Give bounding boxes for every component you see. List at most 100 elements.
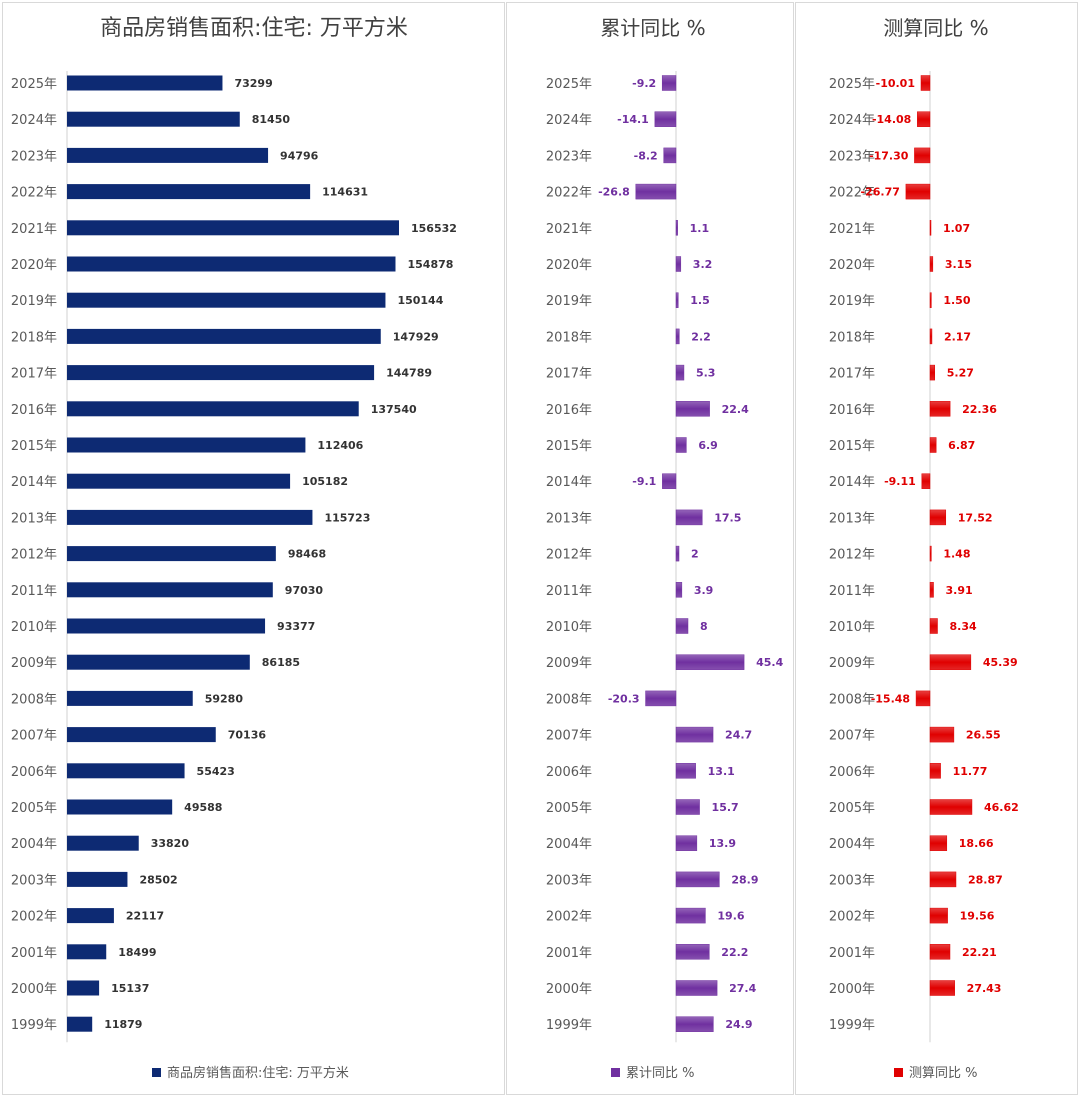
data-label: 15.7 — [712, 801, 739, 814]
category-label: 2022年 — [546, 186, 592, 201]
category-label: 2005年 — [829, 801, 875, 816]
data-label: -26.8 — [598, 186, 630, 199]
category-label: 2013年 — [829, 511, 875, 526]
data-label: -9.2 — [632, 77, 656, 90]
data-label: 1.50 — [943, 294, 970, 307]
category-label: 2006年 — [546, 765, 592, 780]
bar — [67, 1016, 93, 1032]
bar — [67, 618, 266, 634]
bar — [675, 799, 700, 815]
category-label: 2001年 — [546, 946, 592, 961]
category-label: 2021年 — [829, 222, 875, 237]
bar — [915, 690, 931, 707]
bar — [929, 980, 955, 996]
data-label: 8 — [700, 620, 708, 633]
category-label: 2020年 — [829, 258, 875, 273]
bar — [929, 509, 947, 526]
category-label: 1999年 — [11, 1018, 57, 1033]
bar — [663, 147, 677, 164]
data-label: 97030 — [285, 584, 324, 597]
data-label: 17.5 — [714, 511, 741, 524]
category-label: 2023年 — [546, 149, 592, 164]
bar — [675, 582, 683, 598]
bar — [67, 654, 250, 670]
bar — [675, 618, 689, 634]
category-label: 2002年 — [829, 910, 875, 925]
category-label: 2018年 — [546, 330, 592, 345]
category-label: 2003年 — [829, 873, 875, 888]
data-label: 24.7 — [725, 729, 752, 742]
category-label: 2005年 — [546, 801, 592, 816]
data-label: 27.43 — [967, 982, 1002, 995]
legend-label: 累计同比 % — [626, 1066, 695, 1081]
bar — [67, 871, 128, 887]
data-label: 98468 — [288, 548, 326, 561]
data-label: 2.2 — [691, 330, 711, 343]
bar — [675, 545, 680, 562]
data-label: 27.4 — [729, 982, 756, 995]
data-label: 5.3 — [696, 367, 716, 380]
category-label: 2014年 — [829, 475, 875, 490]
bar — [929, 871, 957, 888]
data-label: -10.01 — [876, 77, 915, 90]
data-label: 24.9 — [725, 1018, 752, 1031]
data-label: -8.2 — [634, 149, 658, 162]
bar — [67, 256, 396, 272]
category-label: 2024年 — [11, 113, 57, 128]
bar — [920, 75, 931, 91]
category-label: 2007年 — [11, 729, 57, 744]
category-label: 2009年 — [829, 656, 875, 671]
data-label: 18499 — [118, 946, 156, 959]
category-label: 2020年 — [11, 258, 57, 273]
bar — [67, 473, 291, 489]
category-label: 2021年 — [11, 222, 57, 237]
category-label: 2020年 — [546, 258, 592, 273]
category-label: 2021年 — [546, 222, 592, 237]
category-label: 2009年 — [11, 656, 57, 671]
category-label: 2025年 — [11, 77, 57, 92]
category-label: 2015年 — [11, 439, 57, 454]
data-label: 11879 — [104, 1018, 142, 1031]
data-label: 1.5 — [690, 294, 710, 307]
data-label: -17.30 — [869, 149, 909, 162]
chart-panel-sales-area: 商品房销售面积:住宅: 万平方米 2025年 73299 2024年 81450 2023… — [2, 2, 505, 1095]
bar — [67, 980, 100, 996]
bar — [917, 111, 931, 127]
category-label: 2001年 — [11, 946, 57, 961]
data-label: 81450 — [252, 113, 291, 126]
data-label: 45.39 — [983, 656, 1018, 669]
bar — [929, 907, 948, 924]
category-label: 2025年 — [829, 77, 875, 92]
bar — [67, 835, 139, 851]
bar — [675, 509, 703, 526]
bar — [929, 944, 951, 960]
bar — [929, 654, 972, 670]
category-label: 2012年 — [829, 548, 875, 563]
bar — [675, 726, 714, 743]
data-label: 33820 — [151, 837, 190, 850]
data-label: 1.07 — [943, 222, 970, 235]
category-label: 2008年 — [829, 692, 875, 707]
category-label: 2013年 — [546, 511, 592, 526]
bar — [67, 75, 223, 91]
legend-swatch — [152, 1068, 161, 1077]
bar — [645, 690, 677, 707]
data-label: -15.48 — [871, 692, 910, 705]
data-label: 59280 — [205, 692, 244, 705]
data-label: 93377 — [277, 620, 315, 633]
data-label: 2.17 — [944, 330, 971, 343]
chart-title: 商品房销售面积:住宅: 万平方米 — [100, 16, 408, 41]
bar — [929, 726, 955, 743]
data-label: 3.2 — [693, 258, 713, 271]
bar — [654, 111, 677, 127]
category-label: 2004年 — [546, 837, 592, 852]
bar — [929, 364, 935, 381]
data-label: 112406 — [317, 439, 363, 452]
category-label: 2008年 — [11, 692, 57, 707]
category-label: 2015年 — [546, 439, 592, 454]
data-label: 19.56 — [960, 910, 995, 923]
data-label: 17.52 — [958, 511, 993, 524]
data-label: 105182 — [302, 475, 348, 488]
category-label: 2019年 — [546, 294, 592, 309]
category-label: 2004年 — [829, 837, 875, 852]
